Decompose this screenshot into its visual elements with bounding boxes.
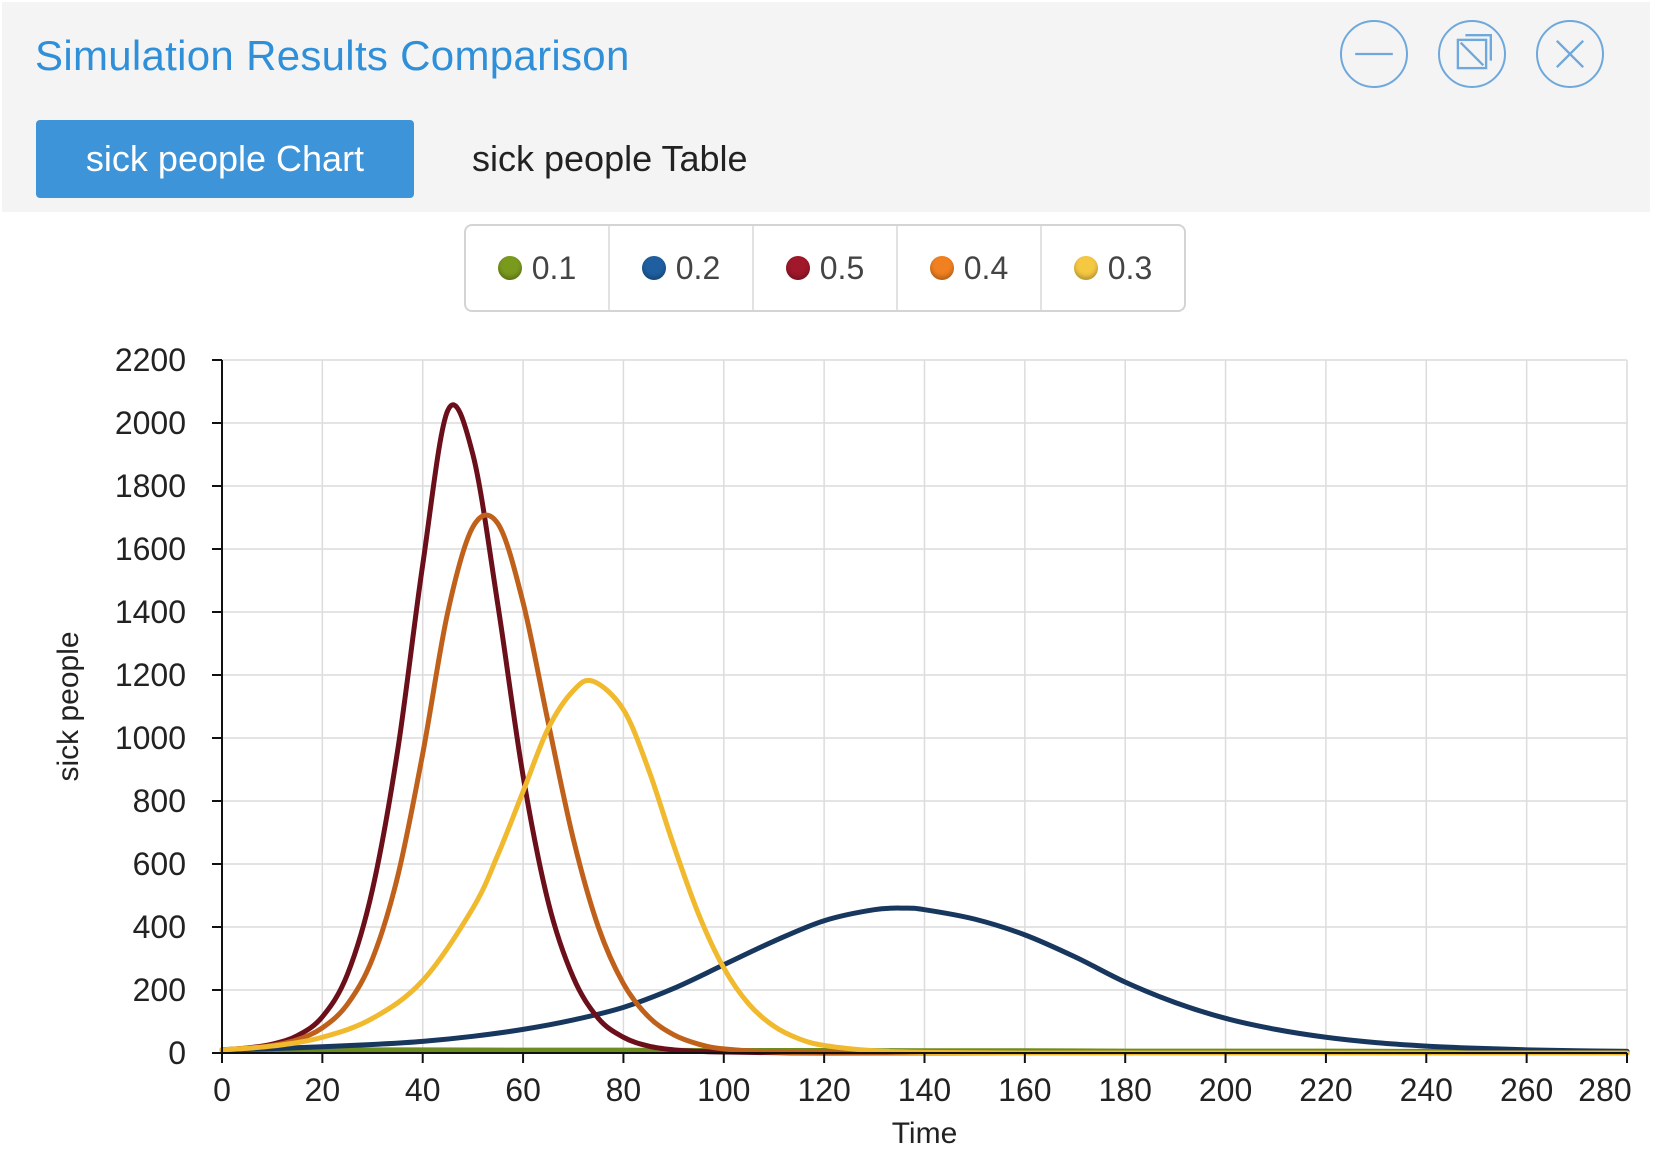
y-tick-label: 1400 [115,594,186,630]
legend-swatch [1073,256,1098,280]
x-tick-label: 100 [697,1072,750,1108]
close-icon [1555,39,1585,69]
legend-swatch [929,256,954,280]
y-axis-title: sick people [52,631,85,781]
x-tick-label: 240 [1400,1072,1453,1108]
series-line-0-2 [219,905,1630,1054]
legend-item-0-2[interactable]: 0.2 [610,226,754,310]
y-tick-label: 600 [133,846,186,882]
line-chart: 0200400600800100012001400160018002000220… [52,342,1632,1150]
y-tick-label: 1200 [115,657,186,693]
x-tick-label: 60 [505,1072,541,1108]
y-tick-label: 1800 [115,468,186,504]
legend-swatch [785,256,810,280]
legend-item-0-1[interactable]: 0.1 [466,226,610,310]
popout-icon [1456,34,1492,70]
legend-item-0-3[interactable]: 0.3 [1042,226,1184,310]
x-tick-label: 280 [1578,1072,1631,1108]
legend-item-0-4[interactable]: 0.4 [898,226,1042,310]
chart-axes: 0200400600800100012001400160018002000220… [115,342,1632,1108]
y-tick-label: 0 [168,1035,186,1071]
y-tick-label: 1600 [115,531,186,567]
legend-label: 0.2 [675,249,721,286]
minimize-icon [1355,52,1393,56]
x-tick-label: 20 [305,1072,341,1108]
x-tick-label: 0 [213,1072,231,1108]
legend-swatch [497,256,522,280]
close-button[interactable] [1536,20,1604,88]
minimize-button[interactable] [1340,20,1408,88]
y-tick-label: 2200 [115,342,186,378]
x-tick-label: 120 [797,1072,850,1108]
y-tick-label: 200 [133,972,186,1008]
x-tick-label: 160 [998,1072,1051,1108]
legend-label: 0.1 [531,249,577,286]
tab-chart[interactable]: sick people Chart [36,120,414,198]
y-tick-label: 2000 [115,405,186,441]
x-tick-label: 260 [1500,1072,1553,1108]
tab-table[interactable]: sick people Table [472,138,748,179]
y-tick-label: 400 [133,909,186,945]
chart-legend: 0.1 0.2 0.5 0.4 0.3 [464,224,1186,312]
legend-label: 0.3 [1107,249,1153,286]
x-axis-title: Time [892,1117,958,1150]
x-tick-label: 140 [898,1072,951,1108]
x-tick-label: 80 [606,1072,642,1108]
x-tick-label: 180 [1099,1072,1152,1108]
chart-series [219,402,1630,1056]
window-title: Simulation Results Comparison [35,32,630,79]
legend-swatch [641,256,666,280]
x-tick-label: 220 [1299,1072,1352,1108]
y-tick-label: 800 [133,783,186,819]
x-tick-label: 40 [405,1072,441,1108]
popout-button[interactable] [1438,20,1506,88]
legend-label: 0.5 [819,249,865,286]
window-header: Simulation Results Comparison sick peopl… [2,2,1650,212]
legend-item-0-5[interactable]: 0.5 [754,226,898,310]
y-tick-label: 1000 [115,720,186,756]
legend-label: 0.4 [963,249,1009,286]
x-tick-label: 200 [1199,1072,1252,1108]
